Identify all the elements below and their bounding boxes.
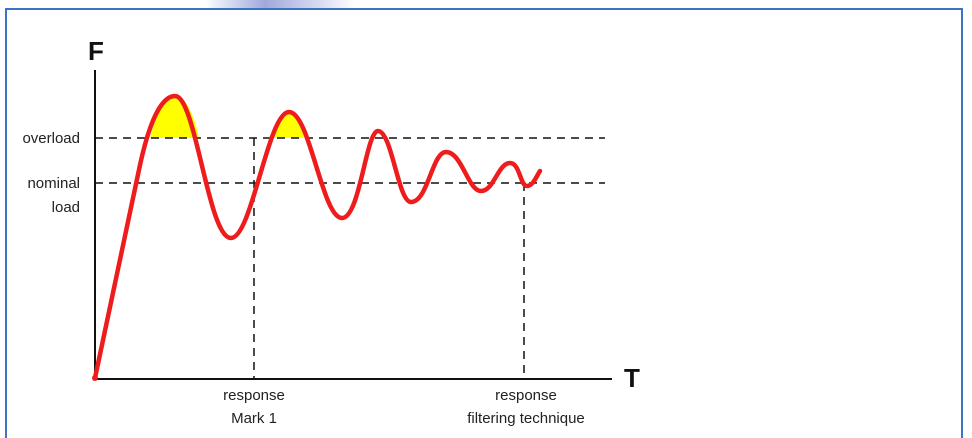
overload-label: overload xyxy=(22,130,80,147)
mark1-response-label: response xyxy=(223,387,285,404)
force-response-curve xyxy=(92,93,543,381)
mark1-label: Mark 1 xyxy=(231,410,277,427)
filtering-technique-label: filtering technique xyxy=(467,410,585,427)
load-label: load xyxy=(52,199,80,216)
header-swoosh-decoration xyxy=(205,0,355,10)
nominal-label: nominal xyxy=(27,175,80,192)
curve-origin-dot xyxy=(92,375,98,381)
diagram-frame xyxy=(5,8,963,438)
filtering-response-label: response xyxy=(495,387,557,404)
y-axis-title: F xyxy=(88,36,104,66)
x-axis-title: T xyxy=(624,363,640,393)
